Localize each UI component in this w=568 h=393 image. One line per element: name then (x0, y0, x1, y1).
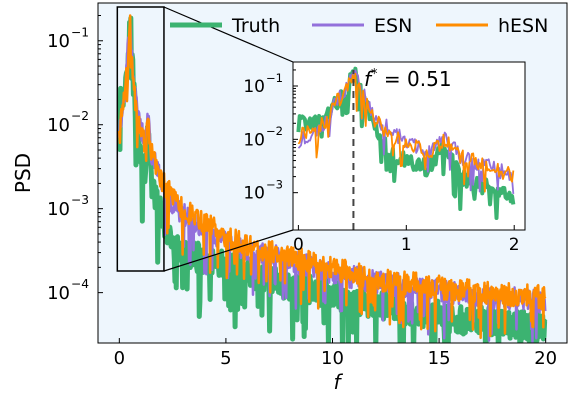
main-ytick-exponent: −2 (71, 109, 89, 123)
zoom-region-box (116, 6, 165, 272)
main-xtick-label: 20 (534, 348, 557, 369)
zoom-connector-top (163, 6, 294, 63)
main-series-group (116, 14, 548, 343)
inset-ytick-exponent: −3 (266, 177, 283, 191)
main-plot-frame (97, 2, 568, 344)
legend-label-hesn: hESN (498, 15, 548, 37)
zoom-connector-bottom (163, 229, 294, 272)
main-ytick-label: 10 (47, 31, 70, 52)
inset-ytick-label: 10 (243, 77, 265, 97)
main-xtick-label: 0 (114, 348, 125, 369)
main-xtick-label: 10 (321, 348, 344, 369)
main-ytick-exponent: −1 (71, 25, 89, 39)
main-ytick-label: 10 (47, 115, 70, 136)
legend-label-esn: ESN (374, 15, 412, 37)
main-xtick-label: 5 (220, 348, 231, 369)
main-xtick-label: 15 (428, 348, 451, 369)
main-ytick-exponent: −4 (71, 277, 89, 291)
inset-annotation: f* = 0.51 (364, 67, 452, 91)
inset-frame (292, 61, 526, 231)
inset-ytick-exponent: −1 (266, 71, 283, 85)
inset-xtick-label: 1 (401, 235, 412, 255)
inset-ytick-exponent: −2 (266, 124, 283, 138)
main-ytick-exponent: −3 (71, 193, 89, 207)
y-axis-label: PSD (11, 153, 35, 193)
main-ytick-label: 10 (47, 199, 70, 220)
inset-xtick-label: 2 (509, 235, 520, 255)
main-ytick-label: 10 (47, 283, 70, 304)
series-line-hesn (118, 14, 547, 340)
legend-label-truth: Truth (231, 15, 280, 37)
inset-axis-ticks: 0 1 210−310−210−1 (243, 69, 520, 255)
x-axis-label: f (333, 370, 343, 393)
series-line-hesn-inset (297, 72, 515, 193)
inset-series-group (296, 66, 516, 221)
legend: Truth ESN hESN (170, 15, 548, 37)
inset-xtick-label: 0 (293, 235, 304, 255)
inset-ytick-label: 10 (243, 184, 265, 204)
inset-ytick-label: 10 (243, 130, 265, 150)
